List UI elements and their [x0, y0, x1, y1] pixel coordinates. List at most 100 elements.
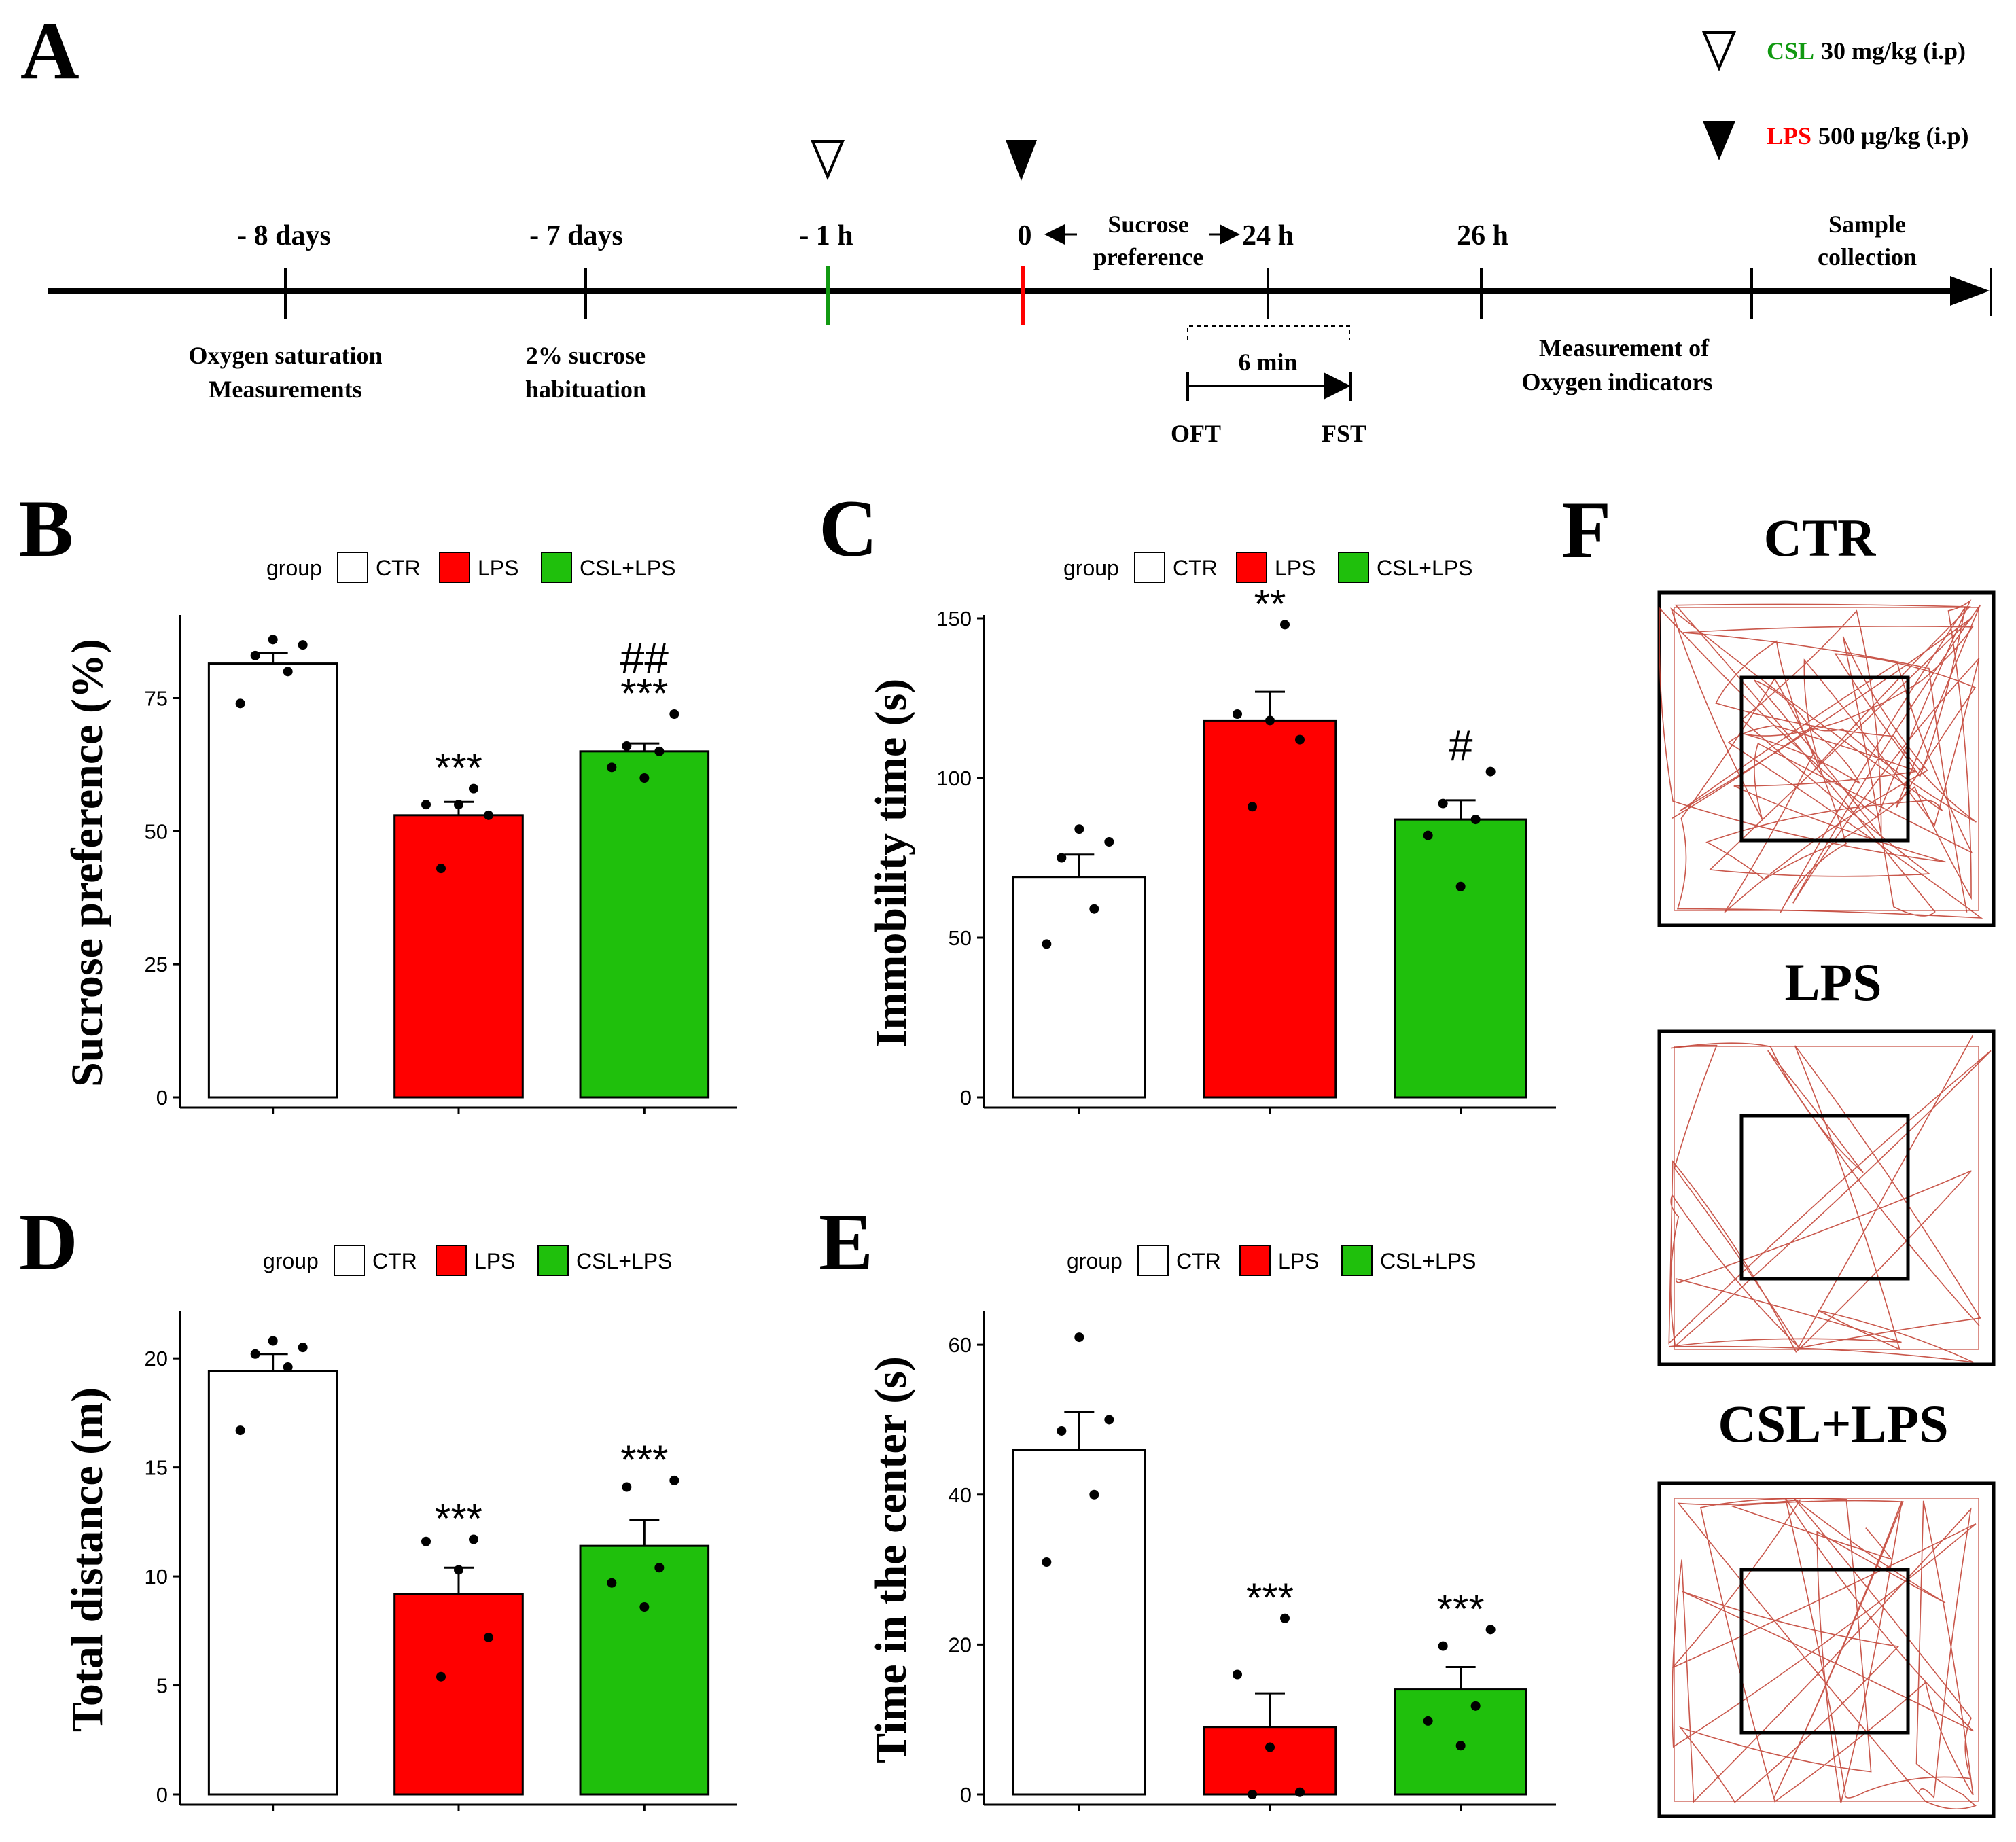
y-tick-label: 20: [145, 1347, 168, 1370]
data-point: [283, 1362, 293, 1372]
data-point: [1042, 1557, 1052, 1568]
data-point: [1057, 853, 1067, 863]
y-tick-label: 0: [156, 1783, 168, 1807]
data-point: [484, 1632, 493, 1642]
data-point: [1233, 709, 1242, 719]
panel-f-letter: F: [1561, 484, 1611, 575]
data-point: [421, 1536, 431, 1546]
tick-label-minus7d: - 7 days: [529, 220, 623, 251]
legend-label: CTR: [1173, 556, 1218, 580]
data-point: [1438, 798, 1448, 809]
data-point: [235, 1425, 245, 1436]
data-point: [421, 800, 431, 810]
legend-label: CSL+LPS: [1380, 1249, 1476, 1273]
significance-label: ***: [1246, 1575, 1294, 1620]
note-26h-2: Oxygen indicators: [1521, 368, 1712, 395]
data-point: [1485, 1625, 1496, 1635]
legend-title: group: [1067, 1249, 1122, 1273]
y-tick-label: 40: [949, 1483, 972, 1507]
data-point: [1295, 734, 1305, 745]
y-tick-label: 60: [949, 1333, 972, 1357]
data-point: [1470, 815, 1481, 825]
data-point: [669, 709, 679, 719]
data-point: [235, 698, 245, 709]
bar-lps: [393, 814, 524, 1099]
bar-csl-lps: [1394, 818, 1527, 1099]
legend-swatch: [1137, 1245, 1169, 1276]
legend-swatch: [334, 1245, 365, 1276]
legend-label: CSL+LPS: [580, 556, 675, 580]
panel-a-letter: A: [20, 5, 79, 96]
center-zone: [1739, 1568, 1910, 1735]
significance-label-2: ##: [620, 634, 669, 683]
significance-label: ***: [620, 1437, 668, 1483]
legend-label: CTR: [1176, 1249, 1221, 1273]
y-axis-label: Total distance (m): [63, 1387, 112, 1732]
arena-csl-lps: [1657, 1481, 1996, 1818]
movement-track: [1659, 599, 1983, 919]
bar-ctr: [207, 1370, 338, 1796]
note-minus8d-1: Oxygen saturation: [188, 342, 382, 369]
y-tick-label: 0: [960, 1086, 972, 1110]
data-point: [1423, 830, 1433, 840]
panel-letter: B: [19, 483, 73, 573]
legend-swatch: [1134, 552, 1165, 583]
tick-label-24h: 24 h: [1242, 220, 1294, 251]
panel-a: A CSL 30 mg/kg (i.p) LPS 500 μg/kg (i.p) -…: [20, 5, 1992, 447]
legend-label: LPS: [474, 1249, 515, 1273]
legend-label: CSL+LPS: [576, 1249, 672, 1273]
y-tick-label: 20: [949, 1633, 972, 1657]
bar-ctr: [1012, 876, 1146, 1099]
data-point: [1470, 1701, 1481, 1711]
significance-label: #: [1449, 722, 1473, 771]
legend-swatch: [537, 1245, 569, 1276]
data-point: [1248, 1790, 1257, 1799]
legend: group CTR LPS CSL+LPS: [263, 1245, 672, 1276]
y-axis-label: Sucrose preference (%): [63, 639, 112, 1087]
significance-label: ***: [435, 745, 482, 791]
data-point: [454, 800, 463, 810]
y-tick-label: 100: [936, 766, 972, 790]
tick-label-zero: 0: [1018, 220, 1032, 251]
bar-lps: [1203, 1726, 1337, 1796]
legend: group CTR LPS CSL+LPS: [266, 552, 675, 583]
data-point: [268, 635, 278, 645]
data-point: [1042, 939, 1052, 949]
legend-swatch: [1338, 552, 1369, 583]
legend: group CTR LPS CSL+LPS: [1063, 552, 1472, 583]
timeline-arrowhead-icon: [1950, 276, 1990, 306]
data-point: [454, 1565, 463, 1575]
y-axis-label: Time in the center (s): [866, 1356, 916, 1763]
data-point: [436, 1671, 446, 1682]
bar-ctr: [207, 662, 338, 1099]
bar-ctr: [1012, 1449, 1146, 1796]
panel-letter: E: [819, 1197, 873, 1287]
legend-swatch: [436, 1245, 467, 1276]
data-point: [484, 810, 493, 820]
data-point: [622, 741, 632, 751]
sucrose-label-2: preference: [1093, 243, 1204, 270]
movement-track: [1672, 1498, 1977, 1809]
legend-swatch: [541, 552, 572, 583]
data-point: [1455, 1741, 1466, 1751]
bar-csl-lps: [579, 1544, 710, 1796]
wall-track: [1674, 607, 1979, 911]
data-point: [1265, 715, 1275, 726]
data-point: [436, 864, 446, 874]
y-tick-label: 50: [145, 819, 168, 843]
legend-title: group: [263, 1249, 319, 1273]
panel-letter: D: [19, 1197, 78, 1287]
legend-swatch: [337, 552, 368, 583]
sample-label-2: collection: [1818, 243, 1917, 270]
data-point: [1423, 1716, 1433, 1726]
significance-label: **: [1254, 581, 1286, 626]
sucrose-label-1: Sucrose: [1108, 211, 1188, 238]
y-tick-label: 10: [145, 1565, 168, 1589]
center-zone: [1739, 675, 1910, 843]
data-point: [283, 667, 293, 677]
data-point: [268, 1336, 278, 1346]
data-point: [1074, 824, 1084, 834]
